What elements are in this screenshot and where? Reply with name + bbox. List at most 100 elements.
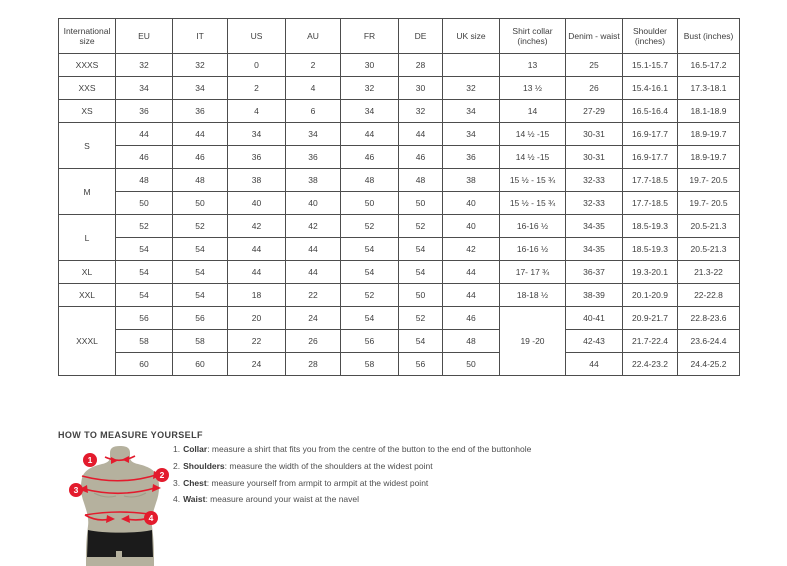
column-header: International size: [58, 18, 116, 54]
table-cell: 38: [442, 168, 500, 192]
table-cell: [442, 53, 500, 77]
chest-seam-left: [93, 492, 117, 498]
table-cell: 24: [227, 352, 286, 376]
step-text: : measure the width of the shoulders at …: [224, 460, 433, 471]
table-cell: 52: [340, 214, 399, 238]
table-cell: 22.8-23.6: [677, 306, 740, 330]
table-cell: 44: [442, 260, 500, 284]
table-cell: 46: [442, 306, 500, 330]
table-cell: 52: [172, 214, 228, 238]
table-cell: 34: [340, 99, 399, 123]
marker-1-circle: [83, 453, 97, 467]
table-cell: 25: [565, 53, 623, 77]
table-cell: 20.5-21.3: [677, 214, 740, 238]
table-cell: 18.9-19.7: [677, 145, 740, 169]
table-cell: 50: [398, 283, 443, 307]
table-cell: 13 ½: [499, 76, 566, 100]
table-cell: 32: [172, 53, 228, 77]
table-cell: 18: [227, 283, 286, 307]
column-header: US: [227, 18, 286, 54]
table-cell: 20.5-21.3: [677, 237, 740, 261]
collar-arrow-left: [122, 456, 129, 463]
measure-steps-list: 1. Collar: measure a shirt that fits you …: [173, 441, 531, 508]
marker-2-circle: [155, 468, 169, 482]
table-cell: 15.4-16.1: [622, 76, 678, 100]
table-cell: 19.7- 20.5: [677, 168, 740, 192]
table-row: 54 54 44 44 54 54 42 16-16 ½ 34-35 18.5-19.3 20.5-…: [59, 237, 740, 261]
step-term: Chest: [183, 477, 207, 488]
table-cell: 2: [285, 53, 341, 77]
table-cell: 58: [340, 352, 399, 376]
shorts-silhouette: [87, 530, 153, 557]
measure-step-shoulders: 2. Shoulders: measure the width of the sh…: [173, 458, 531, 475]
table-cell: 44: [115, 122, 173, 146]
table-cell: 34: [442, 99, 500, 123]
table-cell: 36: [442, 145, 500, 169]
table-cell: 24.4-25.2: [677, 352, 740, 376]
table-cell: 56: [340, 329, 399, 353]
waist-arrow-right: [106, 515, 115, 523]
column-header: DE: [398, 18, 443, 54]
table-cell: 30-31: [565, 122, 623, 146]
table-cell: 30: [398, 76, 443, 100]
table-cell: 44: [172, 122, 228, 146]
table-cell: 17- 17 ¾: [499, 260, 566, 284]
step-number: 3.: [173, 477, 181, 488]
table-cell: 30-31: [565, 145, 623, 169]
table-cell: 18.1-18.9: [677, 99, 740, 123]
table-cell: 50: [442, 352, 500, 376]
table-cell: 44: [442, 283, 500, 307]
table-row: XS 36 36 4 6 34 32 34 14 27-29 16.5-16.4 18.1-18.9: [58, 99, 740, 123]
body-measurement-diagram: 1 2 3 4: [69, 446, 169, 566]
table-row: XXL 54 54 18 22 52 50 44 18-18 ½ 38-39 20.1-20.9 22…: [58, 283, 740, 307]
table-row: M 48 48 38 38 48 48 38 15 ½ - 15 ¾ 32-33 17.7-18.5…: [58, 168, 740, 215]
table-cell: 50: [398, 191, 443, 215]
marker-2-label: 2: [160, 470, 165, 480]
table-cell: 34: [285, 122, 341, 146]
table-row: 58 58 22 26 56 54 48 42-43 21.7-22.4 23.6-24.4: [59, 329, 740, 353]
table-cell: 16-16 ½: [499, 237, 566, 261]
table-cell: 28: [398, 53, 443, 77]
table-cell: 50: [115, 191, 173, 215]
size-chart-header-row: International size EU IT US AU FR DE UK size Shi…: [58, 18, 740, 54]
table-cell: 50: [172, 191, 228, 215]
measure-step-waist: 4. Waist: measure around your waist at th…: [173, 491, 531, 508]
table-cell: 56: [172, 306, 228, 330]
table-cell: 34: [172, 76, 228, 100]
table-cell: 21.7-22.4: [622, 329, 678, 353]
table-cell: 34-35: [565, 237, 623, 261]
table-cell: XL: [58, 260, 116, 284]
column-header: Denim - waist: [565, 18, 623, 54]
table-cell: 4: [285, 76, 341, 100]
step-text: : measure around your waist at the navel: [205, 494, 360, 505]
table-cell: 54: [115, 283, 173, 307]
table-cell: 54: [340, 237, 399, 261]
size-chart-body: XXXS 32 32 0 2 30 28 13 25 15.1-15.7 16.5-17.2 XXS 3…: [58, 53, 740, 376]
table-cell: 38-39: [565, 283, 623, 307]
table-cell: 18-18 ½: [499, 283, 566, 307]
table-cell: 19 -20: [499, 306, 566, 376]
table-cell: 52: [398, 306, 443, 330]
marker-4-circle: [144, 511, 158, 525]
step-number: 4.: [173, 494, 181, 505]
table-cell: 32-33: [565, 168, 623, 192]
table-row: XL 54 54 44 44 54 54 44 17- 17 ¾ 36-37 19.3-20.1 21…: [58, 260, 740, 284]
table-cell: XS: [58, 99, 116, 123]
measure-section-title: HOW TO MEASURE YOURSELF: [58, 430, 203, 440]
column-header: Bust (inches): [677, 18, 740, 54]
table-cell: 46: [398, 145, 443, 169]
step-number: 1.: [173, 444, 181, 454]
measure-step-chest: 3. Chest: measure yourself from armpit to…: [173, 475, 531, 492]
table-cell: 19.3-20.1: [622, 260, 678, 284]
table-cell: 42: [285, 214, 341, 238]
table-cell: 15.1-15.7: [622, 53, 678, 77]
table-cell: 0: [227, 53, 286, 77]
table-cell: XXS: [58, 76, 116, 100]
table-cell: 16.5-17.2: [677, 53, 740, 77]
table-cell: 2: [227, 76, 286, 100]
column-header: UK size: [442, 18, 500, 54]
table-cell: 40: [227, 191, 286, 215]
table-cell: 54: [398, 237, 443, 261]
table-cell: 36: [285, 145, 341, 169]
